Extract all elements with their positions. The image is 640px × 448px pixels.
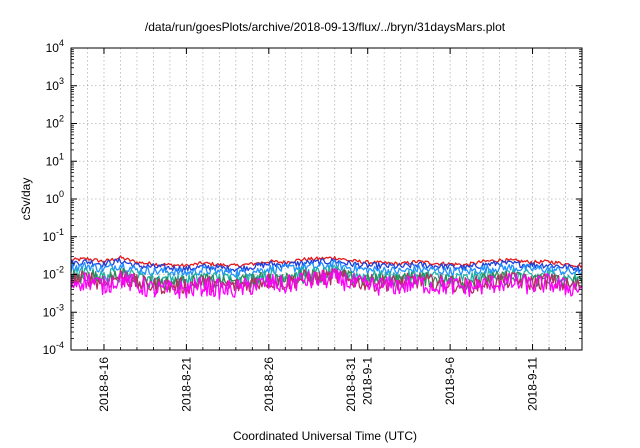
x-tick-label: 2018-8-26	[262, 357, 276, 412]
grid	[71, 48, 582, 350]
y-tick-label: 10-2	[43, 265, 64, 282]
y-tick-label: 10-4	[43, 340, 64, 357]
ticks	[71, 47, 582, 351]
x-tick-labels: 2018-8-16 2018-8-21 2018-8-26 2018-8-31 2018…	[97, 357, 540, 412]
series-line-6	[70, 267, 583, 295]
y-tick-label: 103	[46, 76, 64, 93]
x-tick-label: 2018-9-1	[361, 357, 375, 405]
x-axis-label: Coordinated Universal Time (UTC)	[233, 429, 417, 443]
series-line-7	[70, 268, 583, 300]
x-tick-label: 2018-9-11	[526, 357, 540, 411]
y-tick-label: 101	[46, 151, 64, 168]
y-tick-label: 10-1	[43, 227, 64, 244]
y-tick-label: 100	[46, 189, 64, 206]
chart-title: /data/run/goesPlots/archive/2018-09-13/f…	[145, 20, 506, 34]
x-tick-label: 2018-8-31	[344, 357, 358, 412]
x-tick-label: 2018-8-16	[97, 357, 111, 412]
y-tick-label: 10-3	[43, 302, 64, 319]
x-tick-label: 2018-8-21	[179, 357, 193, 412]
y-tick-label: 102	[46, 114, 64, 131]
series-layer	[70, 255, 583, 300]
x-tick-label: 2018-9-6	[443, 357, 457, 405]
y-tick-labels: 10-4 10-3 10-2 10-1 100 101 102 103 104	[43, 38, 64, 357]
y-tick-label: 104	[46, 38, 64, 55]
series-line-2	[70, 257, 583, 273]
y-axis-label: cSv/day	[19, 178, 33, 221]
